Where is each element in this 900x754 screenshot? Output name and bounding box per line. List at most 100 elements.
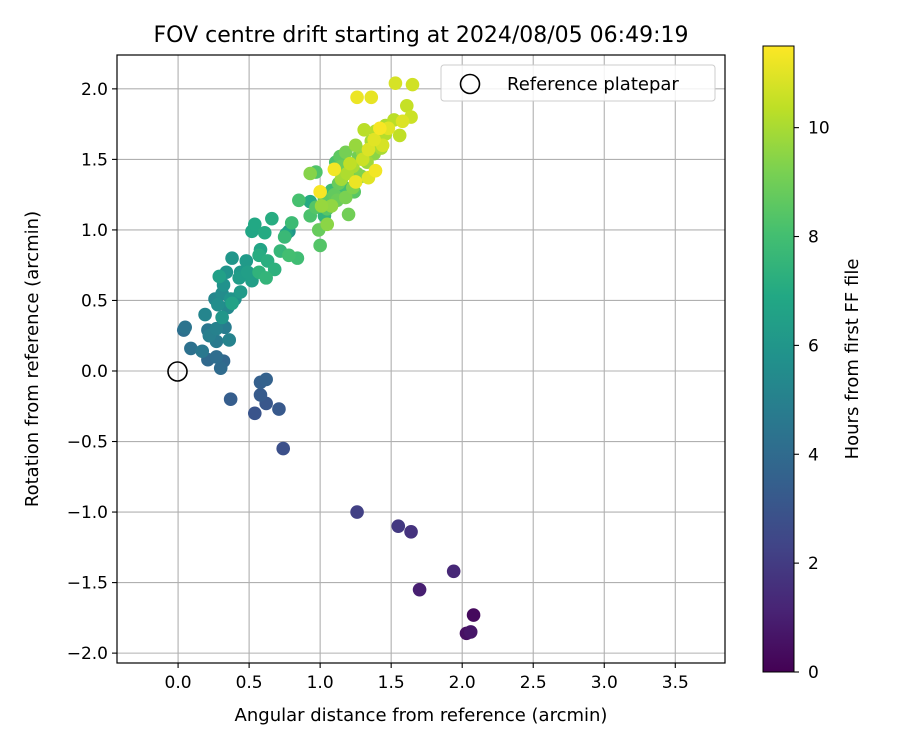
colorbar-tick-label: 0 (808, 663, 819, 683)
data-point (343, 156, 357, 171)
data-point (209, 350, 224, 364)
x-tick-label: 3.0 (591, 673, 618, 693)
y-tick-label: 1.5 (81, 150, 108, 170)
data-point (212, 269, 227, 284)
data-point (405, 77, 420, 92)
x-tick-label: 3.5 (662, 673, 689, 693)
data-point (388, 76, 403, 91)
data-point (225, 251, 239, 265)
data-point (233, 285, 248, 299)
data-point (223, 392, 238, 407)
data-point (259, 271, 273, 285)
grid-lines (117, 55, 725, 663)
data-point (313, 238, 327, 253)
data-point (257, 225, 272, 240)
data-point (368, 163, 383, 178)
x-axis-ticks: 0.0 0.5 1.0 1.5 2.0 2.5 3.0 3.5 (165, 663, 689, 693)
data-point (320, 217, 335, 232)
data-point (399, 98, 414, 113)
x-tick-label: 1.0 (307, 673, 334, 693)
data-point (284, 216, 299, 230)
data-point (277, 230, 292, 244)
x-tick-label: 2.0 (449, 673, 476, 693)
data-point (373, 121, 387, 136)
colorbar-tick-label: 6 (808, 336, 819, 356)
data-point (324, 199, 339, 213)
data-point (446, 564, 461, 579)
data-point (267, 262, 282, 277)
y-tick-label: −1.5 (67, 574, 108, 594)
reference-platepar-marker (167, 361, 188, 382)
legend-box (440, 64, 716, 102)
data-point (253, 388, 268, 402)
data-point (348, 175, 363, 189)
data-point (213, 361, 228, 375)
data-point (292, 193, 306, 208)
data-point (239, 254, 254, 268)
data-point (313, 185, 327, 199)
y-tick-label: −1.0 (67, 503, 108, 523)
data-point (395, 114, 410, 129)
data-point (338, 145, 353, 160)
data-point (350, 505, 364, 519)
data-point (276, 441, 291, 456)
data-point (265, 211, 279, 226)
data-point (272, 402, 286, 416)
data-point (361, 142, 376, 157)
data-point (327, 162, 342, 177)
data-point (222, 333, 237, 347)
data-point (225, 296, 239, 311)
colorbar-tick-label: 4 (808, 445, 819, 465)
data-point (195, 344, 210, 359)
y-tick-label: 1.0 (81, 221, 108, 241)
data-point (215, 310, 229, 325)
data-point (412, 582, 427, 597)
x-tick-label: 1.5 (378, 673, 405, 693)
data-point (392, 128, 407, 143)
colorbar-tick-label: 8 (808, 228, 819, 248)
colorbar-tick-label: 2 (808, 554, 819, 574)
y-axis-ticks: −2.0 −1.5 −1.0 −0.5 0.0 0.5 1.0 1.5 2.0 (67, 80, 117, 664)
data-point (247, 406, 262, 421)
data-point (463, 625, 478, 639)
y-axis-label: Rotation from reference (arcmin) (22, 211, 43, 507)
data-point (303, 166, 317, 181)
y-tick-label: −2.0 (67, 644, 108, 664)
data-point (314, 199, 329, 213)
data-point (341, 207, 356, 222)
colorbar-tick-label: 10 (808, 119, 830, 139)
y-tick-label: 0.5 (81, 291, 108, 311)
x-tick-label: 2.5 (520, 673, 547, 693)
x-tick-label: 0.5 (236, 673, 263, 693)
y-tick-label: −0.5 (67, 433, 108, 453)
colorbar-ticks: 0 2 4 6 8 10 (794, 119, 830, 683)
y-tick-label: 0.0 (81, 362, 108, 382)
data-point (355, 152, 370, 167)
data-point (211, 297, 225, 312)
data-point (209, 321, 224, 336)
data-point (364, 90, 379, 105)
colorbar-label: Hours from first FF file (842, 259, 863, 460)
data-point (348, 138, 363, 153)
data-point (259, 372, 273, 387)
data-point (282, 248, 296, 263)
plot-frame (116, 54, 726, 664)
data-points (176, 76, 481, 641)
x-tick-label: 0.0 (165, 673, 192, 693)
data-point (367, 132, 381, 147)
data-point (404, 525, 418, 539)
data-point (357, 122, 371, 137)
data-point (178, 320, 192, 335)
data-point (184, 341, 198, 356)
data-point (338, 190, 353, 205)
chart-title: FOV centre drift starting at 2024/08/05 … (154, 23, 689, 48)
data-point (240, 265, 255, 280)
data-point (198, 307, 212, 322)
legend: Reference platepar (440, 64, 716, 102)
y-tick-label: 2.0 (81, 80, 108, 100)
data-point (391, 519, 406, 533)
legend-label-reference: Reference platepar (507, 74, 679, 95)
x-axis-label: Angular distance from reference (arcmin) (235, 705, 608, 726)
data-point (247, 217, 262, 232)
